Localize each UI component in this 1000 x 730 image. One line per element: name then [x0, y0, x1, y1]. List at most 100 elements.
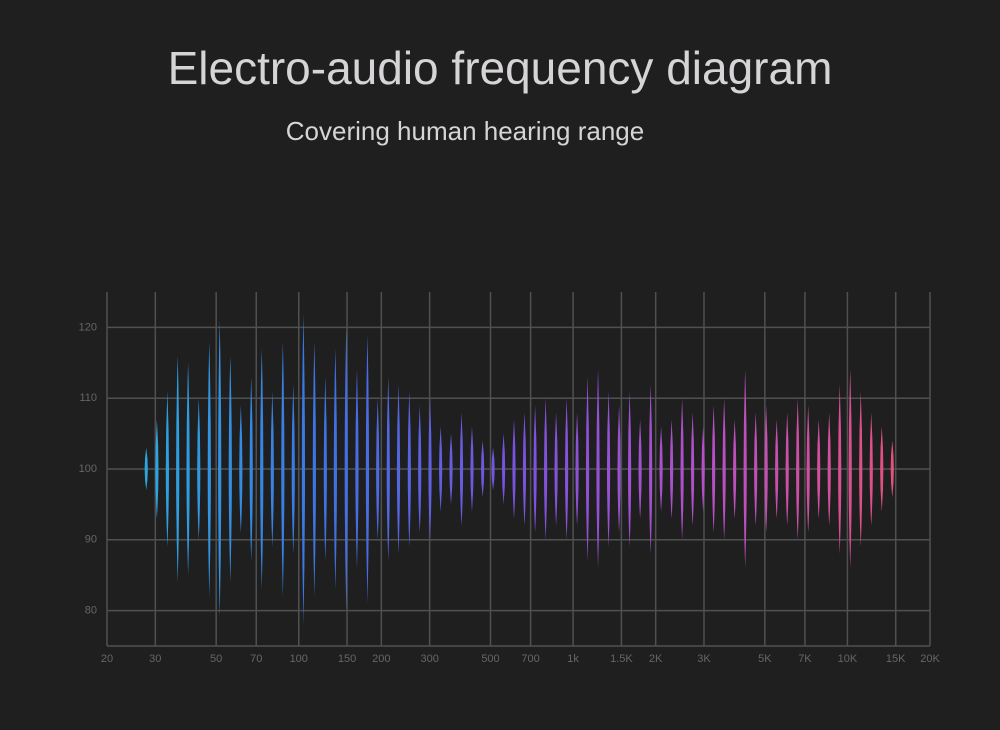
x-tick-label: 1k: [567, 653, 579, 665]
spike: [859, 391, 863, 547]
spike: [743, 369, 747, 569]
spike: [291, 384, 295, 554]
spike: [869, 412, 873, 526]
spike: [239, 405, 243, 533]
x-tick-label: 3K: [697, 653, 711, 665]
spike: [376, 398, 380, 540]
spike: [522, 412, 527, 526]
plot: [144, 313, 894, 625]
spike: [186, 362, 190, 576]
spike: [386, 376, 390, 562]
spike: [564, 398, 569, 540]
spike: [554, 412, 558, 526]
spike: [439, 426, 443, 512]
spike: [533, 405, 537, 533]
x-tick-label: 700: [521, 653, 539, 665]
x-tick-label: 200: [372, 653, 390, 665]
spike: [207, 341, 211, 597]
spike: [470, 426, 474, 512]
spike: [691, 412, 695, 526]
x-tick-label: 300: [420, 653, 438, 665]
spike: [544, 398, 548, 540]
x-tick-label: 20K: [920, 653, 940, 665]
spike: [301, 313, 306, 625]
x-tick-label: 50: [210, 653, 222, 665]
x-tick-label: 20: [101, 653, 113, 665]
spike: [733, 419, 737, 519]
spike: [249, 376, 253, 562]
spike: [481, 440, 485, 498]
spike: [176, 355, 180, 583]
spike: [817, 419, 821, 519]
spike: [827, 412, 831, 526]
spike: [333, 348, 337, 590]
spike: [355, 369, 359, 569]
spike: [796, 398, 800, 540]
x-tick-label: 2K: [649, 653, 663, 665]
spike: [312, 341, 316, 597]
x-tick-label: 1.5K: [610, 653, 633, 665]
spike: [323, 376, 327, 562]
spike: [649, 384, 653, 554]
spike: [880, 426, 884, 512]
spike: [396, 384, 401, 554]
spike: [806, 405, 810, 533]
spike: [501, 433, 506, 505]
spike: [281, 341, 285, 597]
spike: [754, 412, 758, 526]
x-tick-label: 100: [290, 653, 308, 665]
spike: [197, 398, 201, 540]
spike: [344, 327, 348, 611]
spike: [260, 348, 264, 590]
spike: [712, 405, 716, 533]
spike: [459, 412, 464, 526]
y-tick-label: 120: [79, 321, 97, 333]
spike: [512, 419, 516, 519]
spike: [680, 398, 684, 540]
x-tick-label: 5K: [758, 653, 772, 665]
y-tick-label: 80: [85, 605, 97, 617]
spike: [722, 398, 726, 540]
spike: [890, 440, 894, 498]
spike: [155, 419, 159, 519]
spike: [270, 391, 274, 547]
spike: [144, 447, 148, 491]
spike: [228, 355, 232, 583]
spike: [491, 447, 495, 491]
spike: [838, 384, 842, 554]
chart-subtitle: Covering human hearing range: [286, 116, 644, 146]
spike: [407, 391, 411, 547]
spike: [596, 369, 600, 569]
spike: [585, 376, 590, 562]
spike: [575, 412, 579, 526]
y-tick-label: 110: [79, 392, 97, 404]
spike: [669, 419, 674, 519]
y-tick-label: 90: [85, 534, 97, 546]
spike: [165, 391, 169, 547]
spike: [701, 426, 705, 512]
x-tick-label: 15K: [886, 653, 906, 665]
x-tick-label: 30: [149, 653, 161, 665]
spike: [775, 419, 779, 519]
x-tick-label: 7K: [798, 653, 812, 665]
spike: [418, 405, 422, 533]
spike: [848, 369, 852, 569]
spike: [638, 419, 642, 519]
x-tick-label: 70: [250, 653, 262, 665]
y-tick-label: 100: [79, 463, 97, 475]
x-tick-label: 10K: [838, 653, 858, 665]
spike: [218, 320, 222, 618]
spike: [659, 426, 663, 512]
spike: [606, 391, 611, 547]
x-tick-label: 500: [481, 653, 499, 665]
spike: [628, 391, 632, 547]
x-tick-label: 150: [338, 653, 356, 665]
chart-title: Electro-audio frequency diagram: [168, 42, 833, 94]
spike: [617, 405, 621, 533]
spike: [764, 405, 768, 533]
spike: [365, 334, 370, 604]
spike: [428, 398, 432, 540]
spike: [785, 412, 789, 526]
